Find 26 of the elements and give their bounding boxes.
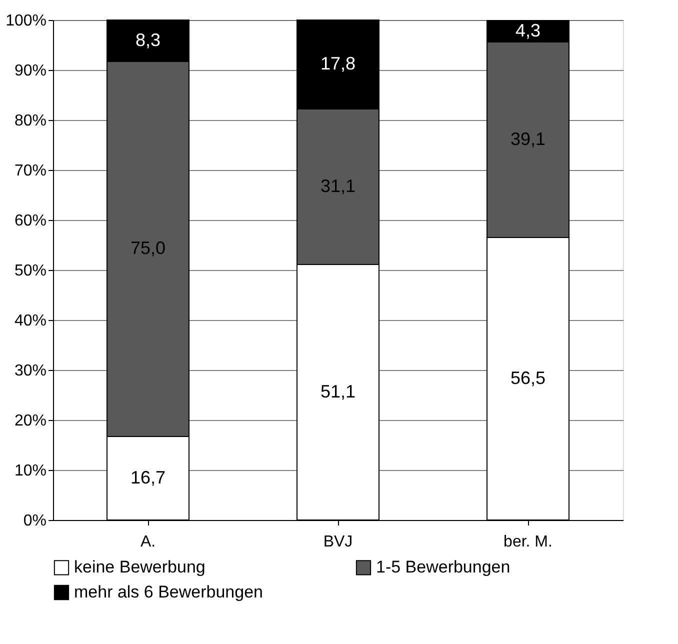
data-label: 75,0 xyxy=(130,238,166,258)
x-tick-label: BVJ xyxy=(323,534,353,550)
y-tick-label: 20% xyxy=(14,412,46,430)
legend-label: keine Bewerbung xyxy=(74,558,206,577)
x-tick-label: A. xyxy=(140,534,156,550)
data-label: 17,8 xyxy=(320,54,356,74)
data-label: 16,7 xyxy=(130,467,166,488)
data-label: 39,1 xyxy=(510,128,546,149)
data-label: 8,3 xyxy=(135,30,161,50)
y-tick-label: 90% xyxy=(14,62,46,80)
y-tick-label: 30% xyxy=(14,362,46,380)
y-tick-label: 70% xyxy=(14,162,46,180)
y-tick-label: 50% xyxy=(14,262,46,280)
legend-label: 1-5 Bewerbungen xyxy=(376,558,510,577)
y-tick-label: 80% xyxy=(14,112,46,130)
x-tick-label: ber. M. xyxy=(504,534,552,550)
y-tick-label: 0% xyxy=(23,512,46,530)
data-label: 51,1 xyxy=(320,381,356,402)
y-tick-label: 40% xyxy=(14,312,46,330)
data-label: 31,1 xyxy=(320,176,356,196)
y-tick-label: 10% xyxy=(14,462,46,480)
data-label: 4,3 xyxy=(515,20,541,40)
data-label: 56,5 xyxy=(510,368,546,388)
y-tick-label: 100% xyxy=(6,12,46,30)
y-tick-label: 60% xyxy=(14,212,46,230)
legend-label: mehr als 6 Bewerbungen xyxy=(74,582,264,602)
